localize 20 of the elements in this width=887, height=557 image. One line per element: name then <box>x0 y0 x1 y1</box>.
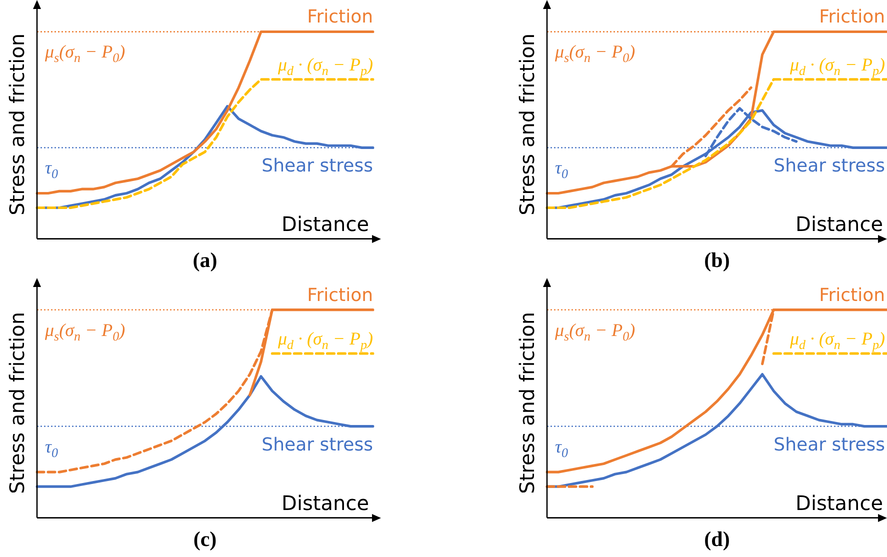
series-label: Friction <box>819 6 886 28</box>
series-label: Shear stress <box>262 156 374 177</box>
x-axis-title: Distance <box>796 212 883 236</box>
y-axis-title: Stress and friction <box>515 33 539 216</box>
x-axis-title: Distance <box>282 212 369 236</box>
series-label: Shear stress <box>774 434 886 456</box>
y-axis-title: Stress and friction <box>515 312 539 494</box>
text: (b) <box>704 248 730 272</box>
series-label: Shear stress <box>262 434 374 456</box>
series-label: Friction <box>307 284 374 306</box>
x-axis-title: Distance <box>796 490 883 515</box>
x-axis-title: Distance <box>282 490 369 515</box>
text: (c) <box>193 526 217 551</box>
series-label: Shear stress <box>774 156 886 177</box>
series-label: Friction <box>307 6 374 28</box>
y-axis-title: Stress and friction <box>5 312 29 494</box>
text: (a) <box>192 248 218 272</box>
series-label: Friction <box>819 284 886 306</box>
y-axis-title: Stress and friction <box>5 33 29 216</box>
text: (d) <box>704 526 730 551</box>
